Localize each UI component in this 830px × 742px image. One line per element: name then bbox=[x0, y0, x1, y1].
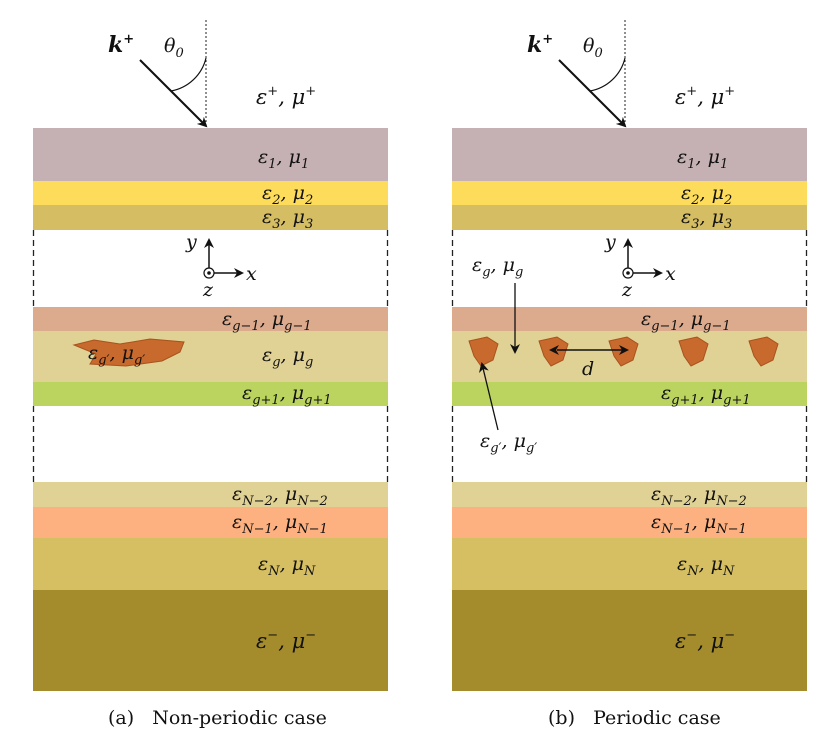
inclusion bbox=[748, 336, 779, 367]
layer-N-minus-2 bbox=[452, 482, 807, 507]
wave-vector-label: k+ bbox=[108, 32, 134, 58]
x-axis-label: x bbox=[665, 263, 676, 285]
layer-N-minus-2 bbox=[33, 482, 388, 507]
layer-g-pointer-label: εg, μg bbox=[472, 254, 523, 280]
superstrate-label: ε+, μ+ bbox=[675, 84, 735, 109]
inclusion-label: εg′, μg′ bbox=[88, 342, 145, 368]
period-label: d bbox=[582, 358, 594, 380]
coordinate-axes: y x z bbox=[185, 231, 257, 301]
layer-g-minus-1 bbox=[33, 307, 388, 331]
panel-non-periodic: k+ θ0 ε+, μ+ ε1, μ1 ε2, μ2 ε3, μ3 y x z … bbox=[32, 20, 389, 729]
angle-arc bbox=[170, 57, 207, 92]
substrate bbox=[452, 590, 807, 691]
layer-2-label: ε2, μ2 bbox=[262, 182, 313, 208]
panel-periodic: k+ θ0 ε+, μ+ ε1, μ1 ε2, μ2 ε3, μ3 y x z … bbox=[451, 20, 808, 729]
z-axis-label: z bbox=[621, 279, 633, 301]
layer-3 bbox=[33, 205, 388, 230]
layer-g-minus-1 bbox=[452, 307, 807, 331]
y-axis-label: y bbox=[185, 231, 197, 253]
x-axis-label: x bbox=[246, 263, 257, 285]
layer-1 bbox=[452, 128, 807, 181]
dashed-boundaries bbox=[451, 230, 808, 482]
layer-1-label: ε1, μ1 bbox=[677, 146, 728, 172]
layer-1-label: ε1, μ1 bbox=[258, 146, 309, 172]
incident-wave-arrow bbox=[139, 59, 208, 128]
layer-N-label: εN, μN bbox=[258, 553, 316, 579]
inclusion-label: εg′, μg′ bbox=[480, 430, 537, 456]
layer-2 bbox=[452, 181, 807, 205]
layer-3 bbox=[452, 205, 807, 230]
angle-label: θ0 bbox=[164, 35, 184, 61]
caption-left: (a) Non-periodic case bbox=[108, 707, 327, 729]
layer-1 bbox=[33, 128, 388, 181]
superstrate-label: ε+, μ+ bbox=[256, 84, 316, 109]
layer-N bbox=[33, 538, 388, 590]
y-axis-label: y bbox=[604, 231, 616, 253]
layer-g-label: εg, μg bbox=[262, 344, 313, 370]
layer-2 bbox=[33, 181, 388, 205]
substrate bbox=[33, 590, 388, 691]
layer-N-minus-1 bbox=[33, 507, 388, 538]
layer-3-label: ε3, μ3 bbox=[681, 206, 732, 232]
layer-g-plus-1 bbox=[452, 382, 807, 406]
layer-g bbox=[33, 331, 388, 382]
inclusion bbox=[468, 336, 499, 367]
layer-N-label: εN, μN bbox=[677, 553, 735, 579]
inclusion-pointer-arrow bbox=[479, 362, 499, 431]
incident-wave-arrow bbox=[558, 59, 627, 128]
layer-2-label: ε2, μ2 bbox=[681, 182, 732, 208]
layer-g-minus-1-label: εg−1, μg−1 bbox=[641, 308, 731, 334]
inclusion bbox=[678, 336, 709, 367]
angle-label: θ0 bbox=[583, 35, 603, 61]
layer-g-plus-1 bbox=[33, 382, 388, 406]
layer-N bbox=[452, 538, 807, 590]
layer-g-plus-1-label: εg+1, μg+1 bbox=[242, 382, 332, 408]
substrate-label: ε−, μ− bbox=[256, 628, 316, 653]
angle-arc bbox=[589, 57, 626, 92]
layer-3-label: ε3, μ3 bbox=[262, 206, 313, 232]
layer-N-minus-1 bbox=[452, 507, 807, 538]
wave-vector-label: k+ bbox=[527, 32, 553, 58]
substrate-label: ε−, μ− bbox=[675, 628, 735, 653]
dashed-boundaries bbox=[32, 230, 389, 482]
layer-N-minus-1-label: εN−1, μN−1 bbox=[651, 511, 747, 537]
layer-g-minus-1-label: εg−1, μg−1 bbox=[222, 308, 312, 334]
layer-N-minus-1-label: εN−1, μN−1 bbox=[232, 511, 328, 537]
layer-g-plus-1-label: εg+1, μg+1 bbox=[661, 382, 751, 408]
z-axis-label: z bbox=[202, 279, 214, 301]
layer-N-minus-2-label: εN−2, μN−2 bbox=[651, 483, 747, 509]
caption-right: (b) Periodic case bbox=[548, 707, 721, 729]
layer-N-minus-2-label: εN−2, μN−2 bbox=[232, 483, 328, 509]
coordinate-axes: y x z bbox=[604, 231, 676, 301]
inclusion bbox=[72, 338, 185, 367]
